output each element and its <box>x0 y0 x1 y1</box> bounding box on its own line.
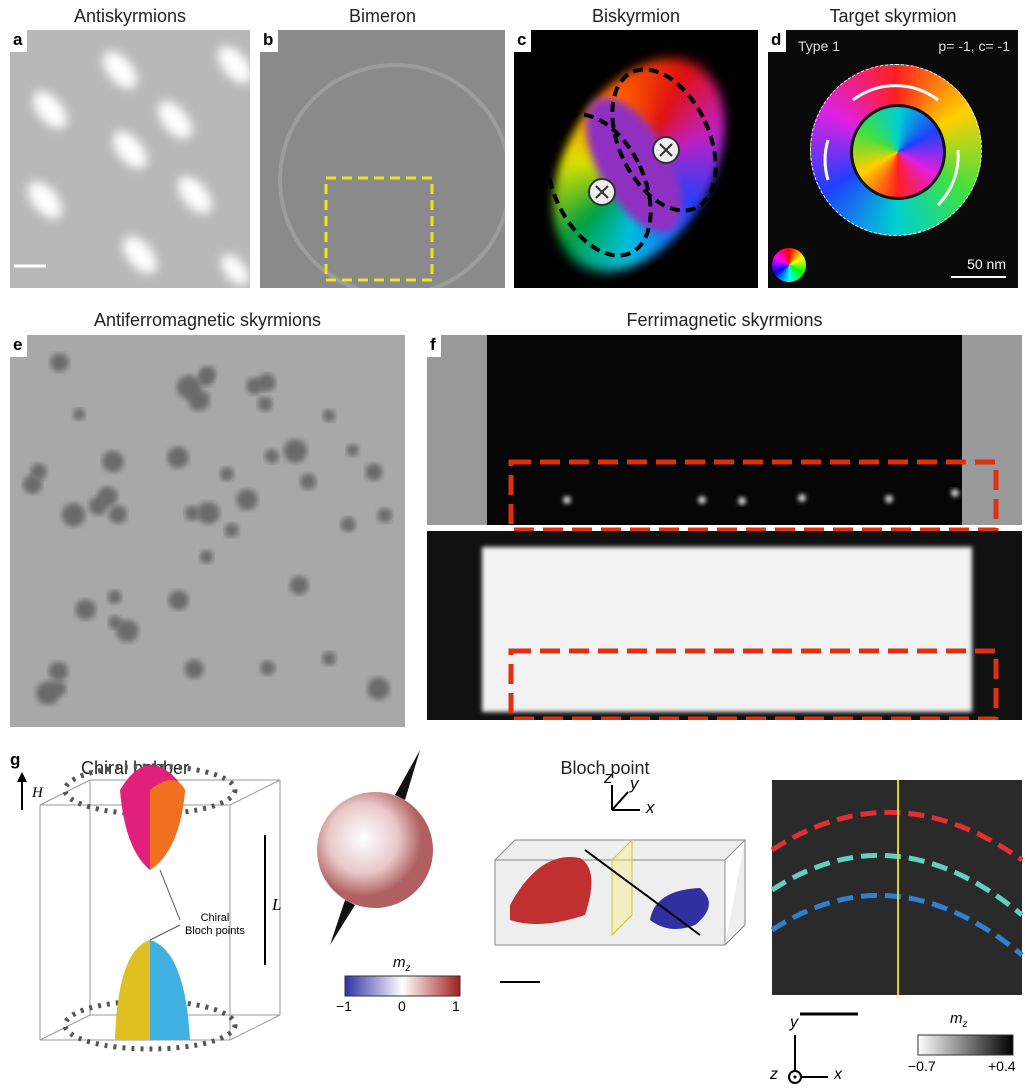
spot <box>220 467 234 481</box>
target-overlay <box>768 30 1018 288</box>
spot <box>365 463 382 480</box>
colorbar-tick: −0.7 <box>908 1058 936 1074</box>
scale-label: 50 nm <box>967 256 1006 272</box>
panel-letter: b <box>260 30 278 52</box>
spot <box>198 370 214 386</box>
colorbar-tick: −1 <box>336 998 352 1014</box>
image-panel: b <box>260 30 505 288</box>
panel-title: Antiskyrmions <box>10 6 250 27</box>
spot <box>237 489 258 510</box>
spot <box>347 444 359 456</box>
image-panel: c <box>514 30 758 288</box>
panel-title: Ferrimagnetic skyrmions <box>427 310 1022 331</box>
label: z <box>406 963 411 974</box>
panel-g-drawing <box>0 750 1025 1088</box>
spot <box>108 590 122 604</box>
spot <box>169 590 189 610</box>
spot <box>225 523 239 537</box>
panel-title: Biskyrmion <box>514 6 758 27</box>
panel-title: Bimeron <box>260 6 505 27</box>
axis-label: z <box>604 768 613 788</box>
spot <box>323 409 335 421</box>
spot <box>260 661 275 676</box>
antiskyrmion-image <box>10 30 250 288</box>
spot <box>197 502 219 524</box>
axis-label: H <box>32 785 43 802</box>
figure: Antiskyrmions Bimeron Biskyrmion Target … <box>0 0 1025 1088</box>
axis-label: x <box>834 1066 842 1084</box>
label: z <box>963 1019 968 1030</box>
spot <box>49 662 68 681</box>
spot <box>188 389 210 411</box>
label: m <box>393 954 406 971</box>
colorbar-tick: 0 <box>398 998 406 1014</box>
spot <box>284 439 307 462</box>
axis-label: L <box>272 895 281 915</box>
label: m <box>950 1010 963 1027</box>
panel-title: Antiferromagnetic skyrmions <box>10 310 405 331</box>
ferri-image <box>427 335 1022 720</box>
panel-letter: a <box>10 30 27 52</box>
spot <box>73 408 85 420</box>
spot <box>116 620 138 642</box>
spot <box>290 576 309 595</box>
biskyrmion-overlay <box>514 30 758 288</box>
colorbar-label: mz <box>950 1010 968 1030</box>
panel-letter: d <box>768 30 786 52</box>
spot <box>109 506 127 524</box>
label: Type 1 <box>798 38 840 54</box>
color-wheel <box>772 248 806 282</box>
spot <box>200 550 213 563</box>
colorbar-label: mz <box>393 954 411 974</box>
spot <box>377 508 392 523</box>
axis-label: z <box>770 1066 778 1084</box>
image-panel: d Type 1 p= -1, c= -1 50 nm <box>768 30 1018 288</box>
spot <box>185 660 204 679</box>
annotation-line: Bloch points <box>185 925 245 937</box>
panel-title: Target skyrmion <box>768 6 1018 27</box>
spot <box>75 599 95 619</box>
panel-letter: c <box>514 30 531 52</box>
afm-image <box>10 335 405 727</box>
label: p= -1, c= -1 <box>938 38 1010 54</box>
spot <box>23 475 42 494</box>
image-panel: e <box>10 335 405 727</box>
spot <box>102 451 123 472</box>
spot <box>322 652 336 666</box>
spot <box>246 378 263 395</box>
spot <box>50 353 68 371</box>
annotation-line: Chiral <box>201 912 230 924</box>
axis-label: y <box>790 1014 798 1032</box>
image-panel: f <box>427 335 1022 720</box>
spot <box>258 397 273 412</box>
spot <box>300 474 316 490</box>
panel-letter: f <box>427 335 441 357</box>
colorbar-tick: 1 <box>452 998 460 1014</box>
spot <box>97 487 117 507</box>
spot <box>167 447 188 468</box>
spot <box>341 517 356 532</box>
spot <box>265 449 279 463</box>
spot <box>367 678 389 700</box>
spot <box>62 503 85 526</box>
spot <box>51 681 66 696</box>
colorbar-tick: +0.4 <box>988 1058 1016 1074</box>
spot <box>185 506 200 521</box>
axis-label: x <box>646 798 655 818</box>
image-panel: a <box>10 30 250 288</box>
axis-label: y <box>630 774 639 794</box>
panel-letter: e <box>10 335 27 357</box>
bimeron-image <box>260 30 505 288</box>
